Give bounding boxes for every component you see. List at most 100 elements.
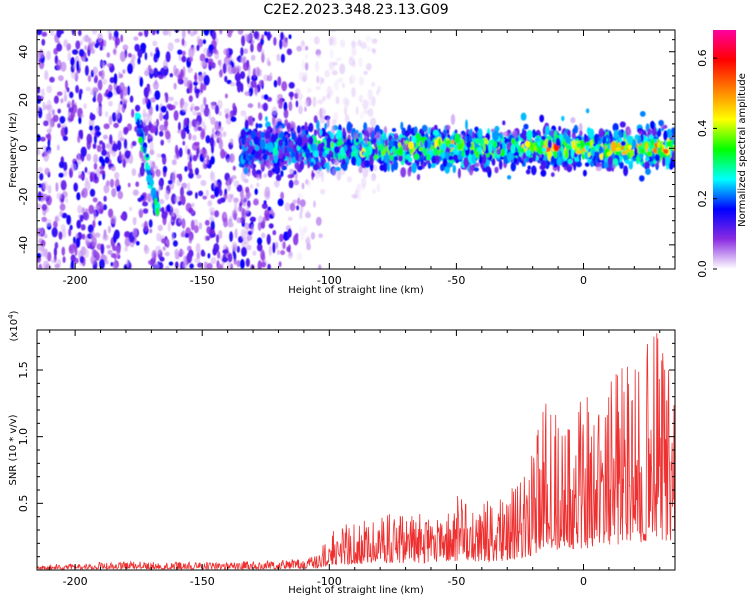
spectrogram-cell — [256, 243, 263, 252]
spectrogram-cell — [282, 136, 286, 142]
spectrogram-cell — [254, 188, 258, 195]
spectrogram-cell — [127, 53, 132, 58]
spectrogram-cell — [265, 116, 268, 122]
spectrogram-cell — [41, 204, 48, 211]
spectrogram-cell — [224, 75, 228, 83]
spectrogram-cell — [584, 145, 590, 151]
spectrogram-cell — [604, 160, 609, 170]
snr-series-line — [37, 333, 675, 570]
spectrogram-cell — [320, 188, 326, 195]
spectrogram-cell — [132, 227, 138, 238]
spectrogram-cell — [421, 124, 428, 133]
spectrogram-cell — [96, 144, 102, 153]
spectrogram-cell — [295, 233, 299, 238]
spectrogram-cell — [493, 151, 497, 159]
spectrogram-cell — [313, 36, 320, 45]
spectrogram-cell — [207, 200, 213, 207]
spectrogram-cell — [390, 148, 393, 154]
spectrogram-cell — [276, 53, 281, 62]
spectrogram-cell — [351, 194, 357, 199]
spectrogram-cell — [287, 251, 293, 260]
spectrogram-cell — [268, 245, 272, 256]
spectrogram-cell — [53, 247, 58, 257]
spectrogram-cell — [77, 152, 81, 160]
spectrogram-cell — [261, 232, 266, 239]
spectrogram-cell — [152, 81, 159, 90]
spectrogram-cell — [174, 38, 180, 43]
spectrogram-cell — [650, 120, 655, 130]
spectrogram-cell — [272, 125, 277, 136]
spectrogram-cell — [260, 37, 264, 46]
spectrogram-cell — [122, 86, 128, 96]
spectrogram-cell — [40, 136, 46, 142]
spectrogram-cell — [47, 184, 52, 194]
spectrogram-cell — [316, 53, 322, 59]
spectrogram-cell — [41, 216, 47, 222]
spectrogram-cell — [98, 220, 102, 226]
spectrogram-cell — [108, 84, 113, 92]
spectrogram-cell — [296, 125, 301, 134]
spectrogram-cell — [365, 35, 372, 43]
spectrogram-cell — [299, 160, 305, 171]
spectrogram-cell — [225, 113, 229, 119]
spectrogram-cell — [644, 161, 650, 168]
spectrogram-cell — [526, 129, 533, 141]
spectrogram-cell — [206, 226, 212, 235]
spectrogram-cell — [178, 54, 182, 61]
spectrogram-cell — [168, 30, 172, 37]
spectrogram-frame — [36, 29, 676, 270]
spectrogram-y-tick-label: 0 — [17, 145, 30, 152]
spectrogram-cell — [117, 140, 122, 151]
spectrogram-cell — [149, 228, 153, 234]
spectrogram-cell — [478, 156, 483, 164]
spectrogram-cell — [254, 145, 260, 151]
spectrogram-cell — [53, 95, 59, 104]
spectrogram-cell — [570, 117, 576, 124]
spectrogram-cell — [268, 223, 274, 229]
spectrogram-cell — [131, 140, 137, 147]
spectrogram-cell — [204, 164, 207, 170]
spectrogram-cell — [336, 171, 341, 182]
spectrogram-cell — [52, 114, 59, 123]
spectrogram-cell — [144, 52, 148, 61]
spectrogram-cell — [167, 222, 171, 232]
spectrogram-cell — [204, 57, 209, 63]
spectrogram-cell — [95, 202, 100, 210]
spectrogram-cell — [140, 194, 145, 201]
spectrogram-cell — [193, 81, 199, 86]
spectrogram-cell — [658, 119, 664, 127]
spectrogram-cell — [44, 70, 49, 81]
spectrogram-cell — [277, 93, 283, 100]
spectrogram-cell — [407, 167, 412, 177]
spectrogram-cell — [291, 132, 297, 141]
spectrogram-cell — [181, 55, 187, 63]
spectrogram-cell — [363, 135, 369, 145]
spectrogram-cell — [263, 173, 268, 178]
spectrogram-cell — [229, 153, 235, 163]
spectrogram-cell — [316, 119, 320, 131]
spectrogram-cell — [76, 192, 81, 201]
spectrogram-cell — [617, 138, 620, 144]
spectrogram-cell — [654, 153, 660, 162]
spectrogram-cell — [80, 129, 84, 140]
spectrogram-cell — [618, 129, 622, 137]
spectrogram-y-tick-label: -40 — [17, 236, 30, 254]
spectrogram-cell — [634, 147, 638, 158]
spectrogram-cell — [80, 146, 87, 157]
spectrogram-cell — [166, 204, 171, 212]
spectrogram-cell — [126, 123, 132, 131]
spectrogram-cell — [142, 201, 149, 207]
spectrogram-cell — [257, 260, 262, 269]
colorbar-bar — [713, 30, 736, 269]
spectrogram-cell — [176, 149, 180, 159]
spectrogram-cell — [197, 262, 203, 268]
spectrogram-cell — [305, 62, 309, 71]
spectrogram-cell — [288, 179, 294, 189]
spectrogram-cell — [383, 126, 388, 135]
spectrogram-cell — [273, 80, 278, 88]
spectrogram-cell — [216, 131, 223, 141]
spectrogram-cell — [260, 49, 265, 55]
spectrogram-cell — [156, 232, 162, 242]
spectrogram-cell — [362, 152, 368, 157]
spectrogram-cell — [60, 180, 67, 191]
